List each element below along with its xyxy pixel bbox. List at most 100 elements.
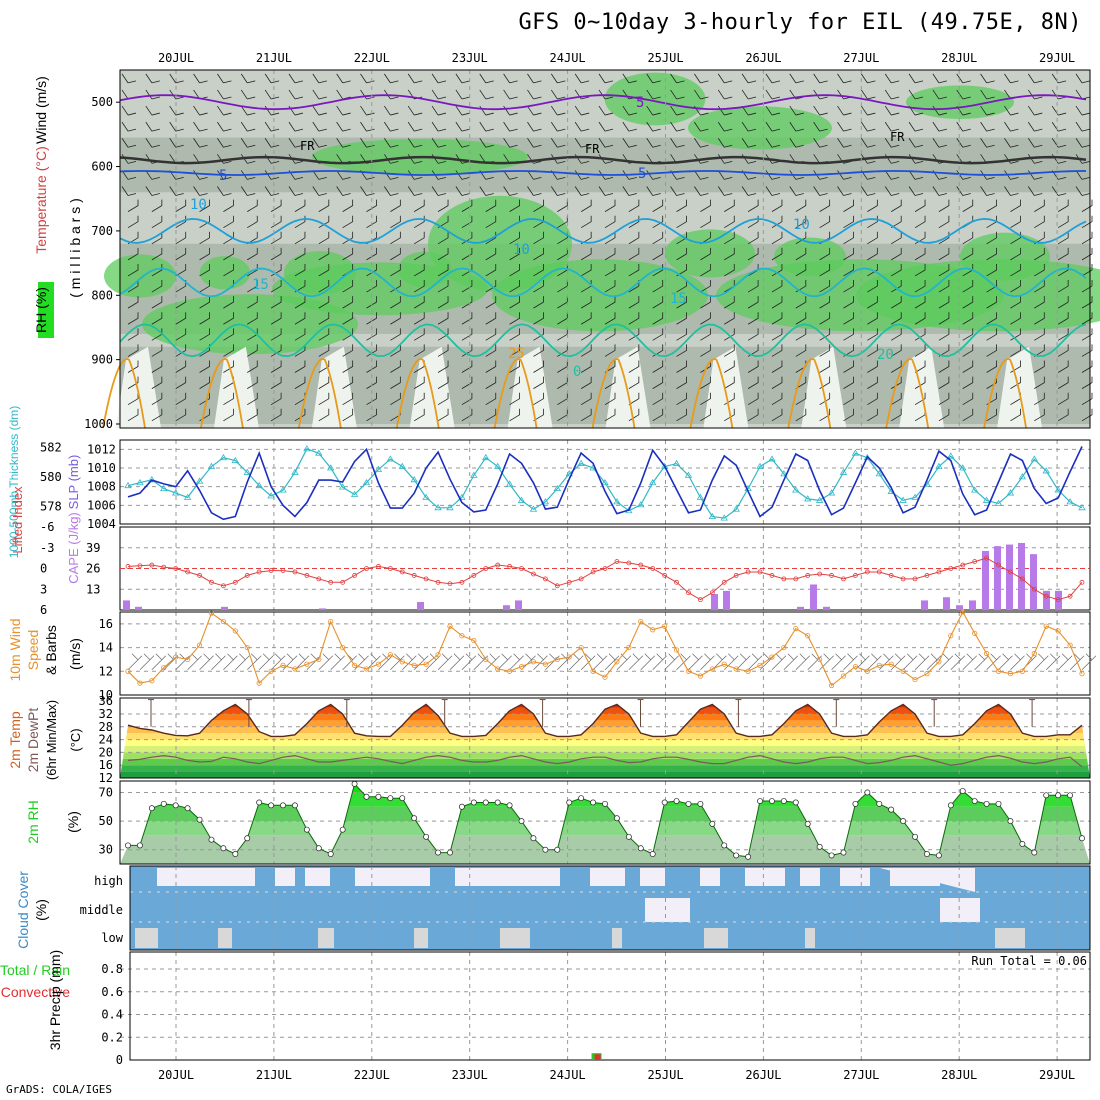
- wind-barb: [598, 186, 614, 196]
- wind-barb: [550, 186, 566, 196]
- wind-barb: [652, 328, 664, 341]
- wind-barb: [199, 328, 210, 341]
- wind-barb: [986, 247, 997, 261]
- wind-barb: [223, 408, 234, 422]
- temp-contour-5b: [119, 170, 1086, 176]
- wind-barb: [431, 138, 447, 148]
- wind-barb: [533, 376, 544, 389]
- wind-barb: [598, 73, 614, 84]
- wind-barb: [574, 154, 590, 164]
- wind-barb: [342, 296, 354, 309]
- lifted-index-point: [1043, 593, 1049, 599]
- rh-point: [804, 820, 811, 827]
- wind-barb: [270, 408, 282, 422]
- wind-speed-point: [960, 609, 966, 615]
- wind-barb: [318, 376, 330, 389]
- lifted-index-point: [1031, 586, 1037, 592]
- cape-bar: [123, 600, 130, 610]
- thickness-point: [362, 478, 371, 486]
- wind-barb: [121, 186, 137, 196]
- wind-barb: [819, 263, 831, 277]
- low-cloud-clear: [318, 928, 334, 948]
- wind-barb: [264, 154, 280, 164]
- wind-barb: [199, 280, 210, 293]
- surface-wind-barb: [223, 653, 238, 671]
- wind-barb: [884, 121, 900, 132]
- wind-barb: [580, 376, 592, 389]
- lifted-index-point: [411, 573, 417, 578]
- wind-barb: [533, 247, 544, 261]
- wind-barb: [1081, 392, 1093, 406]
- wind-barb: [247, 312, 258, 325]
- wind-barb: [938, 296, 950, 309]
- thickness-point: [660, 462, 669, 469]
- wind-barb: [843, 392, 854, 406]
- low-cloud-clear: [995, 928, 1025, 948]
- wind-barb: [366, 392, 377, 406]
- wind-barb: [223, 215, 234, 229]
- wind-barb: [485, 280, 497, 293]
- wind-barb: [223, 328, 234, 341]
- wind-barb: [264, 170, 280, 180]
- wind-barb: [652, 392, 664, 406]
- thickness-point: [1030, 455, 1039, 462]
- rh-band: [120, 783, 1090, 793]
- lifted-index-point: [1067, 593, 1073, 599]
- wind-barb: [819, 408, 831, 422]
- thickness-point: [482, 453, 490, 461]
- surface-wind-barb: [1045, 653, 1061, 671]
- wind-barb: [366, 408, 377, 422]
- wind-barb: [694, 121, 709, 132]
- wind-barb: [264, 105, 280, 116]
- thickness-point: [160, 484, 168, 492]
- wind-barb: [789, 73, 804, 84]
- wind-speed-point: [220, 618, 226, 625]
- wind-barb: [574, 186, 590, 196]
- rh-point: [828, 852, 835, 859]
- wind-barb: [1081, 199, 1093, 212]
- wind-barb: [175, 263, 187, 277]
- wind-barb: [652, 376, 664, 389]
- wind-label-c: & Barbs: [43, 625, 59, 675]
- wind-barb: [342, 344, 354, 357]
- wind-barb: [670, 73, 685, 84]
- wind-barb: [747, 280, 759, 293]
- wind-speed-point: [1055, 628, 1061, 634]
- surface-wind-barb: [390, 653, 405, 671]
- wind-barb: [270, 312, 282, 325]
- wind-barb: [676, 247, 687, 261]
- wind-barb: [604, 408, 616, 422]
- surface-wind-barb: [258, 653, 274, 671]
- contour-label: 5: [636, 95, 644, 111]
- wind-barb: [914, 344, 926, 357]
- wind-barb: [795, 408, 807, 422]
- contour-label: 0: [573, 364, 581, 380]
- wind-barb: [980, 186, 995, 196]
- lifted-index-point: [960, 562, 966, 568]
- wind-barb: [771, 231, 783, 245]
- wind-barb: [771, 328, 783, 341]
- rh-point: [458, 803, 465, 810]
- surface-wind-barb: [425, 653, 441, 671]
- thickness-point: [207, 462, 216, 469]
- wind-barb: [318, 263, 330, 277]
- wind-barb: [938, 328, 950, 341]
- wind-barb: [360, 186, 375, 196]
- thickness-point: [458, 493, 466, 500]
- wind-barb: [127, 280, 139, 293]
- wind-barb: [861, 73, 876, 84]
- temp-contour-10: [119, 217, 1087, 244]
- thickness-point: [935, 462, 943, 469]
- rh-dry-patch: [311, 346, 357, 428]
- wind-barb: [867, 328, 878, 341]
- slp-tick: 1006: [87, 498, 116, 512]
- wind-barb: [1027, 73, 1043, 84]
- pressure-tick: 900: [91, 353, 113, 367]
- surface-wind-barb: [867, 653, 882, 671]
- wind-barb: [771, 408, 783, 422]
- thickness-point: [684, 471, 693, 478]
- wind-barb: [294, 360, 306, 373]
- wind-barb: [1081, 312, 1093, 325]
- wind-barb: [175, 360, 187, 373]
- rh-point: [745, 853, 752, 860]
